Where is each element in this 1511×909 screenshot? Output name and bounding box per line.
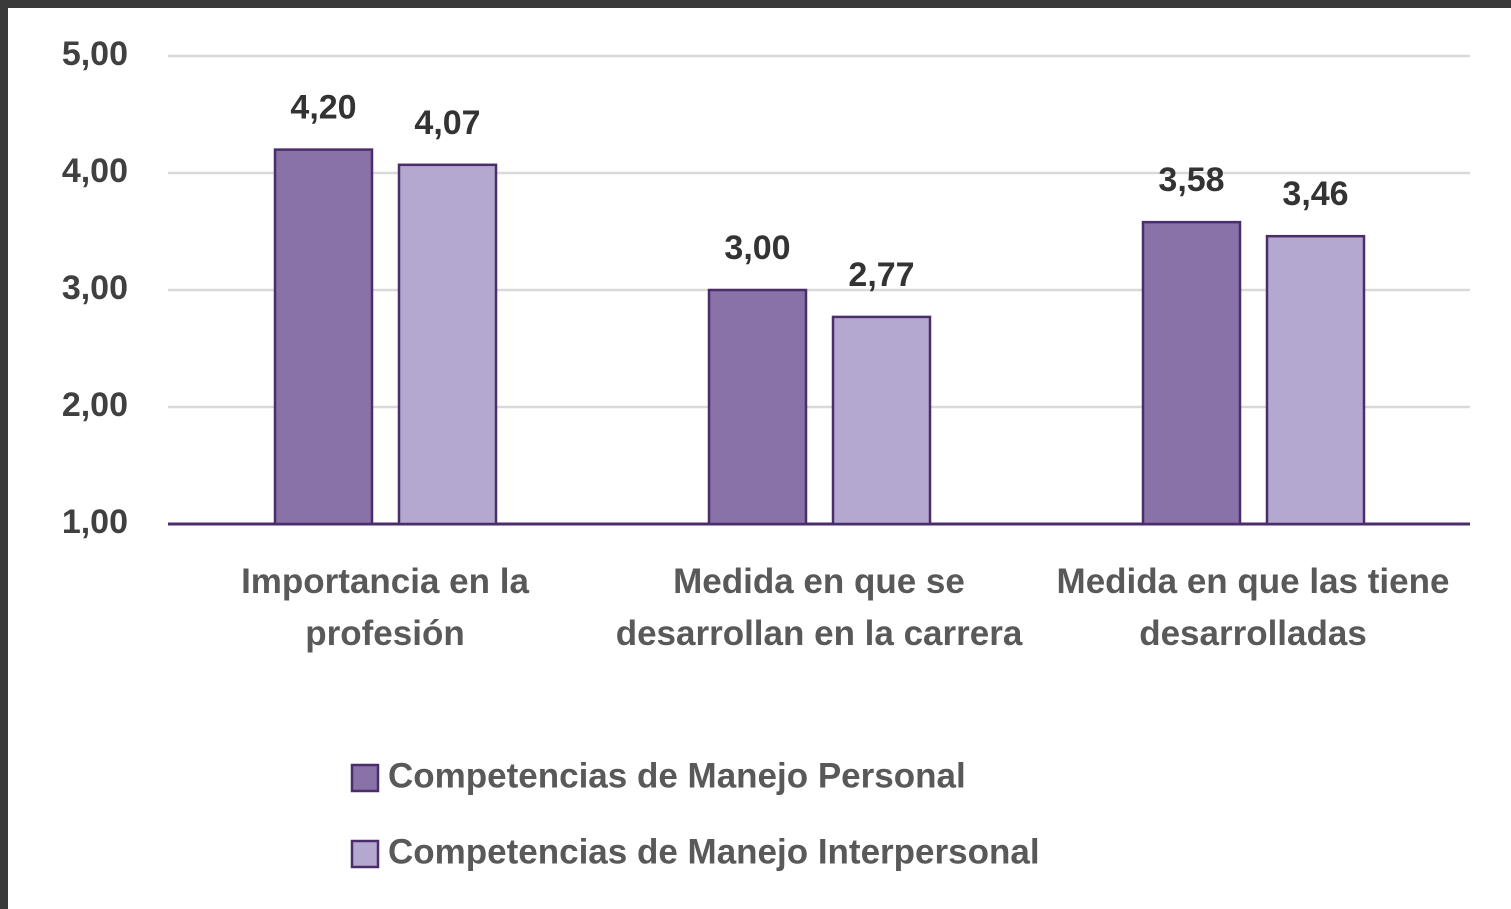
data-label: 3,46	[1282, 175, 1348, 213]
bar	[273, 148, 374, 526]
x-tick-label: Medida en que se desarrollan en la carre…	[615, 562, 1023, 653]
data-label: 2,77	[848, 256, 914, 294]
y-tick-label: 2,00	[62, 386, 128, 424]
y-tick-label: 5,00	[62, 35, 128, 73]
bar	[831, 315, 932, 526]
y-tick-label: 1,00	[62, 503, 128, 541]
chart: 1,00 2,00 3,00 4,00 5,00 4,20 4,07 3,00 2,77 3,58…	[62, 35, 1470, 871]
x-tick-label: Importancia en la profesión	[241, 562, 529, 653]
legend-swatch	[350, 763, 380, 793]
legend-swatch	[350, 839, 380, 869]
data-label: 4,20	[290, 89, 356, 127]
data-label: 3,58	[1158, 161, 1224, 199]
bar	[1265, 234, 1366, 526]
y-tick-label: 3,00	[62, 269, 128, 307]
bar	[397, 163, 498, 526]
data-label: 3,00	[724, 229, 790, 267]
legend-label: Competencias de Manejo Personal	[388, 756, 966, 795]
bar	[707, 288, 808, 526]
data-label: 4,07	[414, 104, 480, 142]
bar	[1141, 220, 1242, 526]
legend-label: Competencias de Manejo Interpersonal	[388, 832, 1040, 871]
x-tick-label: Medida en que las tiene desarrolladas	[1056, 562, 1450, 653]
chart-area: 1,00 2,00 3,00 4,00 5,00 4,20 4,07 3,00 2,77 3,58…	[8, 8, 1511, 909]
y-tick-label: 4,00	[62, 152, 128, 190]
